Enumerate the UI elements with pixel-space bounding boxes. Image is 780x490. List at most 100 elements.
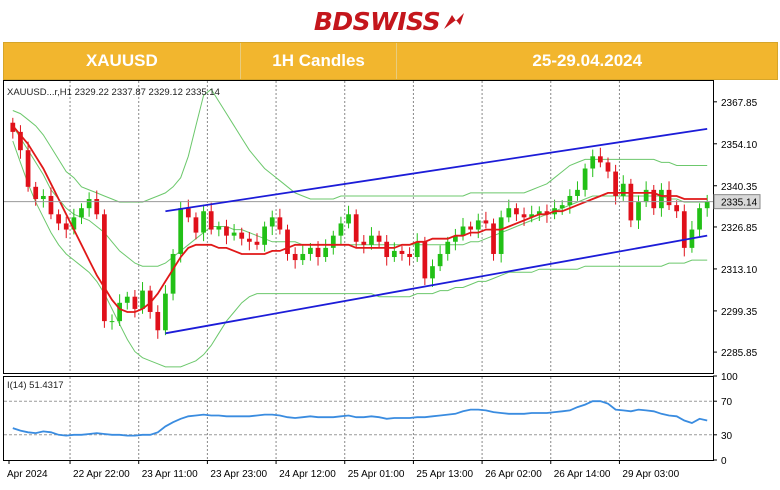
bull-candle — [308, 247, 313, 254]
bull-candle — [643, 189, 649, 203]
chart-area: 2367.85 2354.10 2340.35 2326.85 2313.10 2299.… — [3, 80, 776, 485]
logo: BDSWISS — [0, 0, 780, 42]
x-axis-label: 29 Apr 03:00 — [622, 469, 679, 480]
bull-candle — [216, 226, 222, 230]
x-axis-label: 23 Apr 23:00 — [210, 469, 267, 480]
bull-candle — [697, 208, 702, 230]
bear-candle — [185, 208, 191, 218]
bear-candle — [239, 232, 245, 239]
bull-candle — [300, 253, 306, 261]
rsi-line — [12, 400, 708, 437]
bull-candle — [620, 183, 626, 196]
chart-header-bar: XAUUSD 1H Candles 25-29.04.2024 — [3, 42, 778, 80]
bollinger-bands — [12, 88, 708, 368]
bear-candle — [407, 253, 412, 258]
x-axis-label: 23 Apr 11:00 — [142, 469, 198, 480]
bear-candle — [10, 122, 16, 132]
date-range-label: 25-29.04.2024 — [532, 51, 643, 70]
bull-candle — [567, 195, 573, 206]
bear-candle — [56, 214, 61, 224]
symbol-label: XAUUSD — [4, 43, 241, 79]
timeframe-label: 1H Candles — [241, 43, 398, 79]
bear-candle — [193, 217, 199, 233]
bull-candle — [445, 241, 451, 254]
rsi-axis-label: 100 — [721, 372, 738, 383]
overlays — [4, 125, 713, 335]
bull-candle — [163, 293, 168, 331]
bear-candle — [491, 223, 496, 254]
x-axis-label: Apr 2024 — [7, 469, 48, 480]
grid-lines — [69, 81, 620, 460]
bear-candle — [315, 247, 321, 258]
bull-candle — [140, 290, 145, 309]
price-axis-label: 2354.10 — [721, 140, 758, 151]
bear-candle — [292, 253, 298, 261]
channel-upper-line — [165, 127, 708, 213]
bollinger-middle-line — [12, 125, 708, 267]
bull-candle — [178, 208, 184, 254]
bull-candle — [575, 189, 580, 196]
bear-candle — [468, 226, 474, 230]
price-axis-label: 2326.85 — [721, 223, 758, 234]
bear-candle — [94, 199, 100, 215]
bear-candle — [422, 241, 428, 279]
bull-candle — [536, 211, 542, 215]
bull-candle — [582, 168, 588, 190]
bull-candle — [79, 208, 84, 218]
bear-candle — [605, 162, 611, 172]
bear-candle — [18, 131, 23, 151]
bear-candle — [208, 211, 214, 230]
bull-candle — [330, 235, 336, 248]
bull-candle — [201, 211, 206, 233]
bear-candle — [483, 220, 489, 224]
bear-candle — [613, 171, 618, 196]
bear-candle — [63, 223, 69, 230]
current-price-label: 2335.14 — [721, 198, 758, 209]
bull-candle — [231, 232, 237, 236]
bollinger-upper-line — [12, 88, 708, 203]
brand-logo-text: BDSWISS — [313, 6, 441, 36]
brand-arrow-icon — [444, 13, 465, 29]
x-axis-label: 26 Apr 14:00 — [554, 469, 611, 480]
axes: 2367.85 2354.10 2340.35 2326.85 2313.10 2299.… — [3, 80, 761, 480]
rsi-axis-label: 30 — [721, 431, 733, 442]
price-axis-label: 2367.85 — [721, 98, 758, 109]
price-info-label: XAUUSD...r,H1 2329.22 2337.87 2329.12 23… — [7, 87, 220, 98]
bull-candle — [529, 214, 535, 218]
bear-candle — [33, 186, 39, 200]
x-axis-label: 26 Apr 02:00 — [485, 469, 542, 480]
price-axis-label: 2299.35 — [721, 307, 758, 318]
bull-candle — [506, 208, 512, 218]
bear-candle — [285, 229, 290, 254]
channel-lower-line — [165, 234, 708, 335]
price-axis-label: 2313.10 — [721, 265, 758, 276]
bull-candle — [338, 223, 344, 236]
bull-candle — [636, 202, 641, 221]
bull-candle — [559, 205, 565, 209]
bull-candle — [86, 199, 92, 209]
x-axis-label: 25 Apr 01:00 — [348, 469, 405, 480]
price-axis-label: 2285.85 — [721, 348, 758, 359]
bear-candle — [246, 238, 252, 242]
bear-candle — [681, 211, 687, 248]
rsi-axis-label: 0 — [721, 456, 727, 467]
candles — [10, 117, 710, 339]
bear-candle — [521, 214, 527, 218]
bull-candle — [369, 235, 374, 245]
bull-candle — [414, 241, 420, 258]
bull-candle — [430, 266, 435, 279]
x-axis-label: 22 Apr 22:00 — [73, 469, 130, 480]
bear-candle — [25, 150, 31, 187]
price-axis-label: 2340.35 — [721, 182, 758, 193]
bear-candle — [254, 241, 260, 245]
bear-candle — [102, 214, 107, 322]
bear-candle — [399, 250, 405, 254]
x-axis-label: 24 Apr 12:00 — [279, 469, 336, 480]
bull-candle — [323, 247, 329, 258]
bear-candle — [384, 241, 390, 258]
bull-candle — [659, 189, 664, 209]
bear-candle — [674, 205, 680, 212]
rsi-info-label: I(14) 51.4317 — [7, 380, 64, 391]
price-chart-svg: 2367.85 2354.10 2340.35 2326.85 2313.10 2299.… — [3, 80, 761, 480]
rsi-panel: 100 70 30 0 I(14) 51.4317 — [4, 372, 738, 467]
